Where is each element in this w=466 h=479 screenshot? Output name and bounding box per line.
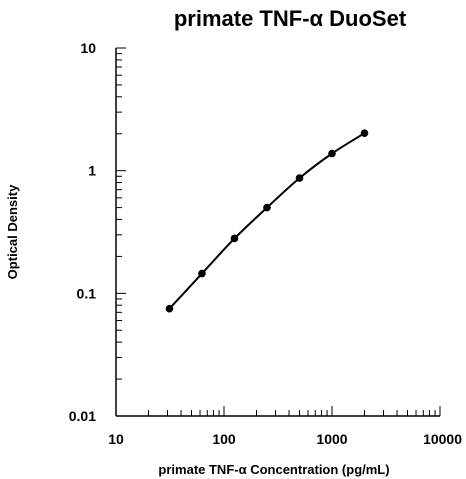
x-axis-tick-labels: 10 100 1000 10000 — [108, 431, 462, 447]
y-tick-label: 0.1 — [77, 285, 97, 301]
data-point — [198, 269, 206, 278]
data-point — [295, 174, 304, 182]
y-tick-label: 10 — [80, 40, 96, 56]
x-axis-label: primate TNF-α Concentration (pg/mL) — [158, 462, 389, 477]
data-point — [263, 203, 271, 212]
data-point — [165, 304, 174, 313]
data-point — [360, 129, 369, 138]
x-tick-label: 10 — [108, 431, 124, 447]
y-axis-tick-labels: 0.01 0.1 1 10 — [69, 40, 96, 424]
x-tick-label: 10000 — [423, 431, 462, 447]
y-tick-label: 0.01 — [69, 408, 96, 424]
x-axis-ticks — [115, 406, 441, 416]
y-axis-ticks — [116, 47, 126, 417]
fitted-curve — [168, 132, 366, 310]
chart-title: primate TNF-α DuoSet — [174, 6, 407, 31]
y-axis-label: Optical Density — [5, 184, 20, 279]
data-points — [165, 129, 369, 313]
plot-axes — [115, 48, 440, 417]
data-point — [230, 234, 239, 243]
y-tick-label: 1 — [88, 163, 96, 179]
x-tick-label: 1000 — [316, 431, 347, 447]
data-point — [328, 149, 336, 158]
x-tick-label: 100 — [212, 431, 236, 447]
